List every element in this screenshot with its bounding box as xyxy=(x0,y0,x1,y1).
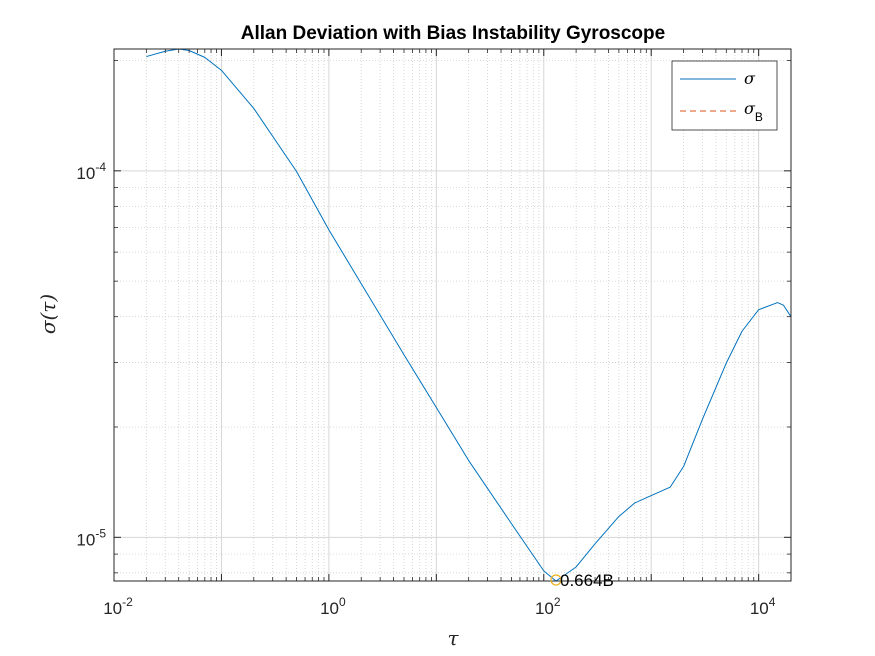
y-axis-label: σ(τ) xyxy=(36,294,60,334)
x-tick-label: 10-2 xyxy=(103,595,133,618)
axis-ticks xyxy=(113,49,792,581)
x-tick-label: 102 xyxy=(535,595,561,618)
x-tick-label: 100 xyxy=(320,595,346,618)
legend: σ σB xyxy=(671,60,778,131)
series-line-sigma xyxy=(146,48,792,582)
x-axis-label: τ xyxy=(447,626,459,650)
legend-box xyxy=(671,60,778,131)
tick-labels: 10-2 100 102 104 10-5 10-4 xyxy=(76,160,775,618)
axes-box xyxy=(113,48,792,582)
minimum-marker xyxy=(550,574,562,586)
legend-label-sigma: σ xyxy=(744,69,756,88)
minimum-annotation: 0.664B xyxy=(560,571,614,590)
chart-title: Allan Deviation with Bias Instability Gy… xyxy=(241,23,665,44)
x-tick-label: 104 xyxy=(750,595,776,618)
annotation-layer: 0.664B xyxy=(550,571,614,590)
y-tick-label: 10-4 xyxy=(76,160,106,183)
y-tick-label: 10-5 xyxy=(76,526,106,549)
legend-label-sigma-b: σB xyxy=(744,99,763,124)
major-grid xyxy=(113,49,791,581)
minor-grid xyxy=(114,49,792,581)
